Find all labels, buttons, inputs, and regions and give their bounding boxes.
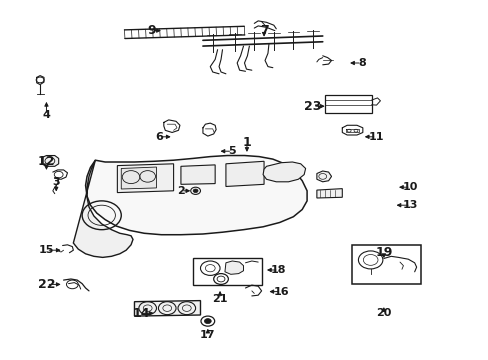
Text: 18: 18 xyxy=(270,265,286,275)
Circle shape xyxy=(193,189,198,193)
Text: 22: 22 xyxy=(38,278,55,291)
Bar xyxy=(193,258,261,285)
Polygon shape xyxy=(121,167,156,189)
Polygon shape xyxy=(224,261,243,274)
Polygon shape xyxy=(225,161,264,186)
Text: 23: 23 xyxy=(304,100,321,113)
Text: 7: 7 xyxy=(259,24,268,37)
Bar xyxy=(351,245,420,284)
Text: 8: 8 xyxy=(357,58,365,68)
Polygon shape xyxy=(73,160,133,257)
Text: 19: 19 xyxy=(374,246,392,258)
Polygon shape xyxy=(263,162,305,182)
Text: 11: 11 xyxy=(368,132,384,142)
Polygon shape xyxy=(117,164,173,193)
Text: 16: 16 xyxy=(273,287,288,297)
Text: 12: 12 xyxy=(38,156,55,168)
Text: 2: 2 xyxy=(177,186,184,196)
Text: 20: 20 xyxy=(375,308,391,318)
Polygon shape xyxy=(134,301,200,316)
Polygon shape xyxy=(316,171,331,182)
Text: 5: 5 xyxy=(228,146,236,156)
Text: 21: 21 xyxy=(212,294,227,304)
Text: 10: 10 xyxy=(402,182,418,192)
Text: 9: 9 xyxy=(147,24,156,37)
Polygon shape xyxy=(85,156,306,235)
Text: 3: 3 xyxy=(52,177,60,187)
Text: 14: 14 xyxy=(133,307,150,320)
Text: 15: 15 xyxy=(39,245,54,255)
Text: 17: 17 xyxy=(200,330,215,340)
Circle shape xyxy=(204,319,211,324)
Text: 4: 4 xyxy=(42,110,50,120)
Polygon shape xyxy=(316,189,342,198)
Text: 13: 13 xyxy=(402,200,418,210)
Polygon shape xyxy=(41,156,59,166)
Text: 1: 1 xyxy=(242,136,251,149)
Bar xyxy=(325,95,371,113)
Polygon shape xyxy=(181,165,215,184)
Text: 6: 6 xyxy=(155,132,163,142)
